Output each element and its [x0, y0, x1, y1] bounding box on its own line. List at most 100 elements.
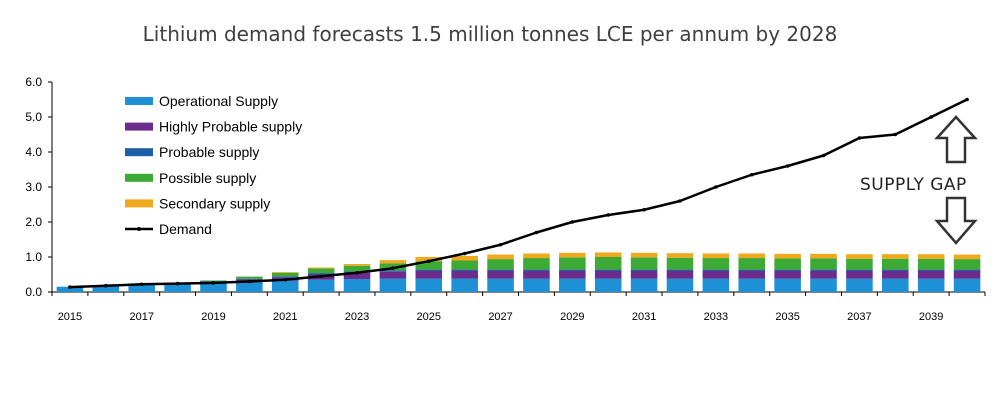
y-tick-label: 1.0: [25, 250, 42, 264]
bar-operational-supply: [523, 278, 550, 292]
x-tick-label: 2029: [560, 311, 584, 323]
bar-probable-supply: [523, 269, 550, 271]
bar-operational-supply: [128, 284, 155, 292]
up-arrow-icon: [934, 115, 978, 164]
bar-highly-probable-supply: [882, 271, 909, 279]
bar-secondary-supply: [271, 272, 299, 273]
bar-possible-supply: [917, 258, 945, 270]
bar-possible-supply: [630, 257, 658, 270]
bar-highly-probable-supply: [953, 271, 981, 279]
bar-highly-probable-supply: [343, 272, 371, 280]
legend-label: Demand: [159, 221, 212, 237]
bar-probable-supply: [774, 269, 801, 271]
x-tick-label: 2039: [919, 311, 943, 323]
x-tick-label: 2027: [488, 311, 512, 323]
bar-possible-supply: [200, 280, 227, 282]
x-tick-label: 2015: [58, 311, 82, 323]
bar-possible-supply: [702, 258, 730, 270]
demand-point: [139, 282, 144, 287]
demand-point: [570, 220, 575, 224]
demand-line: [69, 98, 968, 289]
legend: Operational Supply Highly Probable supply…: [125, 93, 302, 237]
legend-swatch: [125, 148, 153, 157]
x-tick-label: 2037: [847, 311, 871, 323]
legend-label: Operational Supply: [159, 93, 278, 109]
legend-swatch: [125, 122, 153, 131]
bar-operational-supply: [774, 278, 801, 292]
demand-point: [606, 213, 611, 217]
bar-probable-supply: [846, 269, 873, 271]
bar-highly-probable-supply: [702, 271, 730, 279]
bar-operational-supply: [415, 278, 443, 292]
x-tick-label: 2021: [273, 311, 297, 323]
demand-line-group: [68, 97, 969, 289]
bar-possible-supply: [882, 258, 909, 270]
bar-operational-supply: [630, 278, 658, 292]
bar-operational-supply: [343, 279, 371, 292]
down-arrow-icon: [934, 196, 978, 245]
demand-point: [678, 199, 682, 203]
demand-point: [426, 259, 431, 264]
bar-possible-supply: [846, 258, 873, 270]
bar-possible-supply: [559, 257, 586, 270]
bar-possible-supply: [774, 258, 801, 270]
bar-probable-supply: [594, 269, 622, 271]
bar-secondary-supply: [846, 254, 873, 259]
demand-point: [857, 136, 862, 140]
demand-point: [749, 172, 754, 177]
bar-secondary-supply: [882, 254, 909, 259]
bar-possible-supply: [594, 257, 622, 270]
bar-highly-probable-supply: [774, 271, 801, 279]
demand-point: [355, 270, 359, 275]
demand-point: [642, 207, 646, 212]
bar-probable-supply: [415, 269, 443, 271]
bar-operational-supply: [666, 278, 694, 292]
bar-secondary-supply: [630, 252, 658, 258]
bar-operational-supply: [236, 281, 263, 292]
bar-probable-supply: [666, 269, 694, 271]
y-tick-label: 4.0: [25, 145, 42, 159]
x-tick-label: 2025: [417, 311, 441, 323]
bar-possible-supply: [415, 261, 443, 270]
demand-point: [391, 266, 395, 271]
bar-secondary-supply: [738, 253, 766, 259]
bar-highly-probable-supply: [559, 271, 586, 279]
bar-possible-supply: [343, 265, 371, 272]
bar-highly-probable-supply: [917, 271, 945, 279]
bar-operational-supply: [882, 278, 909, 292]
bar-secondary-supply: [917, 254, 945, 259]
bar-secondary-supply: [774, 253, 801, 259]
bar-possible-supply: [307, 268, 335, 274]
bar-highly-probable-supply: [415, 271, 443, 279]
x-tick-label: 2033: [704, 311, 728, 323]
bar-operational-supply: [953, 278, 981, 292]
bar-secondary-supply: [953, 254, 981, 260]
bar-possible-supply: [666, 257, 694, 270]
demand-point: [104, 283, 108, 288]
demand-point: [821, 153, 826, 158]
bar-operational-supply: [56, 286, 84, 292]
bar-secondary-supply: [594, 252, 622, 257]
bar-operational-supply: [92, 285, 120, 292]
bar-secondary-supply: [379, 260, 407, 264]
demand-point: [534, 230, 539, 235]
demand-point: [68, 285, 72, 289]
bar-possible-supply: [271, 272, 299, 277]
bar-operational-supply: [702, 278, 730, 292]
y-tick-label: 0.0: [25, 285, 42, 299]
x-tick-label: 2023: [345, 311, 369, 323]
bar-secondary-supply: [702, 253, 730, 259]
bar-secondary-supply: [487, 254, 514, 260]
bar-possible-supply: [451, 260, 478, 270]
demand-point: [319, 274, 323, 279]
y-axis: 0.0 1.0 2.0 3.0 4.0 5.0 6.0: [25, 75, 53, 299]
bar-highly-probable-supply: [810, 271, 837, 279]
bar-operational-supply: [379, 278, 407, 292]
bar-possible-supply: [953, 259, 981, 270]
bar-secondary-supply: [451, 255, 478, 261]
bar-operational-supply: [487, 278, 514, 292]
demand-point: [247, 279, 252, 284]
legend-label: Secondary supply: [159, 195, 270, 211]
bar-probable-supply: [559, 269, 586, 271]
